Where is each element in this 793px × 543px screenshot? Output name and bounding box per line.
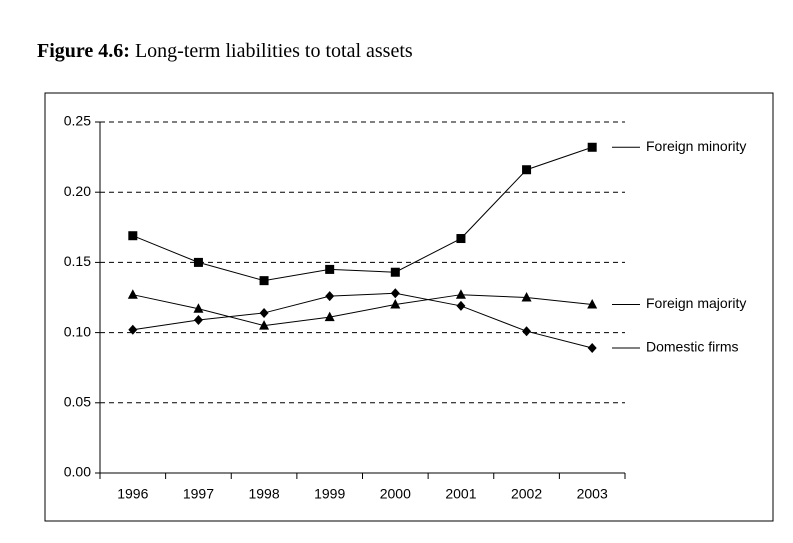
marker [128,231,138,241]
marker [522,165,532,175]
marker [390,288,400,299]
marker [587,343,597,354]
marker [127,289,138,299]
legend-label: Foreign majority [646,295,746,311]
legend-label: Foreign minority [646,138,746,154]
series-line [132,294,593,327]
marker [193,303,204,313]
marker [587,142,597,152]
marker [259,276,269,286]
x-tick-label: 2002 [511,486,542,502]
legend-label: Domestic firms [646,339,739,355]
y-tick-label: 0.05 [64,394,91,410]
marker [128,324,138,335]
marker [324,311,335,322]
marker [521,292,532,302]
y-tick-label: 0.15 [64,253,91,269]
marker [587,299,598,309]
y-tick-label: 0.20 [64,183,91,199]
marker [325,291,335,302]
marker [390,299,401,309]
marker [456,300,466,311]
x-tick-label: 1997 [183,486,214,502]
marker [259,307,269,318]
marker [325,264,335,274]
chart-frame [44,92,774,522]
marker [455,289,466,299]
x-tick-label: 1998 [248,486,279,502]
marker [193,257,203,267]
x-tick-label: 2003 [577,486,608,502]
title-text: Long-term liabilities to total assets [135,40,413,62]
x-tick-label: 2001 [445,486,476,502]
y-tick-label: 0.00 [64,464,91,480]
series-line [132,292,593,349]
marker [259,320,270,330]
series-line [132,146,593,282]
chart-title: Figure 4.6: Long-term liabilities to tota… [37,40,413,62]
marker [390,267,400,277]
figure-label: Figure 4.6: [37,40,130,62]
marker [193,314,203,325]
y-tick-label: 0.10 [64,323,91,339]
x-tick-label: 1996 [117,486,148,502]
x-tick-label: 2000 [380,486,411,502]
marker [456,234,466,244]
x-tick-label: 1999 [314,486,345,502]
y-tick-label: 0.25 [64,113,91,129]
marker [522,326,532,337]
